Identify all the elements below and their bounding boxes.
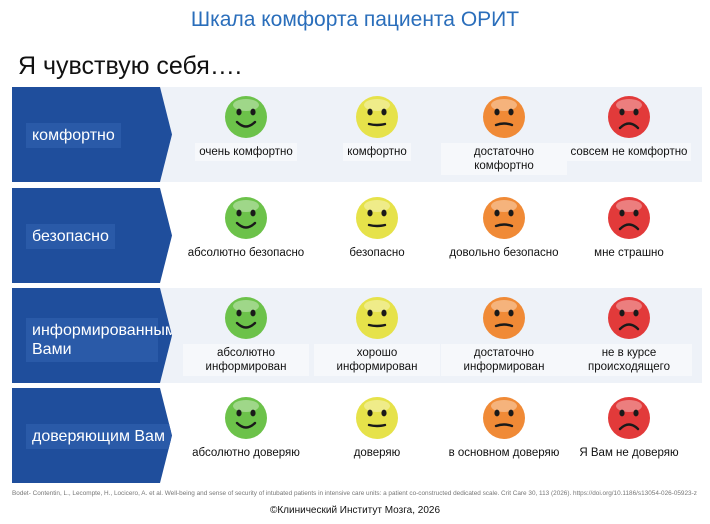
scale-option[interactable]: хорошо информирован <box>312 296 442 376</box>
scale-row: комфортно очень комфортно комфортно достато… <box>12 87 702 182</box>
copyright-text: ©Клинический Институт Мозга, 2026 <box>269 505 440 516</box>
scale-option-label: не в курсе происходящего <box>566 344 692 376</box>
scale-row: информированным Вами абсолютно информиров… <box>12 288 702 383</box>
scale-option-label: достаточно информирован <box>441 344 567 376</box>
unsure-face-icon <box>483 197 525 239</box>
happy-face-icon <box>225 397 267 439</box>
row-header-label: безопасно <box>26 224 115 249</box>
scale-option-label: Я Вам не доверяю <box>575 444 683 462</box>
scale-option-label: абсолютно информирован <box>183 344 309 376</box>
row-header-band: безопасно <box>12 188 172 283</box>
sad-face-icon <box>608 397 650 439</box>
scale-option[interactable]: очень комфортно <box>181 95 311 161</box>
scale-option-label: комфортно <box>343 143 411 161</box>
unsure-face-icon <box>483 297 525 339</box>
scale-option[interactable]: доверяю <box>312 396 442 462</box>
scale-option[interactable]: достаточно информирован <box>439 296 569 376</box>
row-header-label: комфортно <box>26 123 121 148</box>
row-header-label: доверяющим Вам <box>26 424 171 449</box>
page-subtitle: Я чувствую себя…. <box>18 52 242 80</box>
sad-face-icon <box>608 96 650 138</box>
happy-face-icon <box>225 96 267 138</box>
unsure-face-icon <box>483 96 525 138</box>
scale-option[interactable]: безопасно <box>312 196 442 262</box>
scale-option-label: достаточно комфортно <box>441 143 567 175</box>
scale-option[interactable]: в основном доверяю <box>439 396 569 462</box>
scale-option-label: довольно безопасно <box>445 244 563 262</box>
neutral-face-icon <box>356 96 398 138</box>
row-header-band: комфортно <box>12 87 172 182</box>
scale-option[interactable]: совсем не комфортно <box>564 95 694 161</box>
scale-option-label: абсолютно безопасно <box>183 244 309 262</box>
happy-face-icon <box>225 197 267 239</box>
scale-option-label: в основном доверяю <box>444 444 564 462</box>
row-header-label: информированным Вами <box>26 318 172 362</box>
unsure-face-icon <box>483 397 525 439</box>
scale-option-label: хорошо информирован <box>314 344 440 376</box>
scale-option[interactable]: мне страшно <box>564 196 694 262</box>
neutral-face-icon <box>356 197 398 239</box>
scale-option[interactable]: Я Вам не доверяю <box>564 396 694 462</box>
scale-option[interactable]: достаточно комфортно <box>439 95 569 175</box>
neutral-face-icon <box>356 297 398 339</box>
scale-option-label: абсолютно доверяю <box>188 444 304 462</box>
scale-option-label: очень комфортно <box>195 143 297 161</box>
row-header-band: информированным Вами <box>12 288 172 383</box>
scale-option[interactable]: не в курсе происходящего <box>564 296 694 376</box>
page-title: Шкала комфорта пациента ОРИТ <box>190 8 520 31</box>
row-header-band: доверяющим Вам <box>12 388 172 483</box>
scale-option[interactable]: комфортно <box>312 95 442 161</box>
scale-option[interactable]: довольно безопасно <box>439 196 569 262</box>
citation-text: Bodet- Contentin, L., Lecompte, H., Loci… <box>12 490 697 497</box>
neutral-face-icon <box>356 397 398 439</box>
happy-face-icon <box>225 297 267 339</box>
scale-row: доверяющим Вам абсолютно доверяю доверяю в … <box>12 388 702 483</box>
scale-option[interactable]: абсолютно безопасно <box>181 196 311 262</box>
scale-option[interactable]: абсолютно доверяю <box>181 396 311 462</box>
scale-option-label: совсем не комфортно <box>566 143 692 161</box>
sad-face-icon <box>608 197 650 239</box>
scale-option-label: доверяю <box>349 444 405 462</box>
scale-option-label: мне страшно <box>590 244 668 262</box>
scale-row: безопасно абсолютно безопасно безопасно дов… <box>12 188 702 283</box>
sad-face-icon <box>608 297 650 339</box>
scale-option[interactable]: абсолютно информирован <box>181 296 311 376</box>
scale-option-label: безопасно <box>345 244 409 262</box>
